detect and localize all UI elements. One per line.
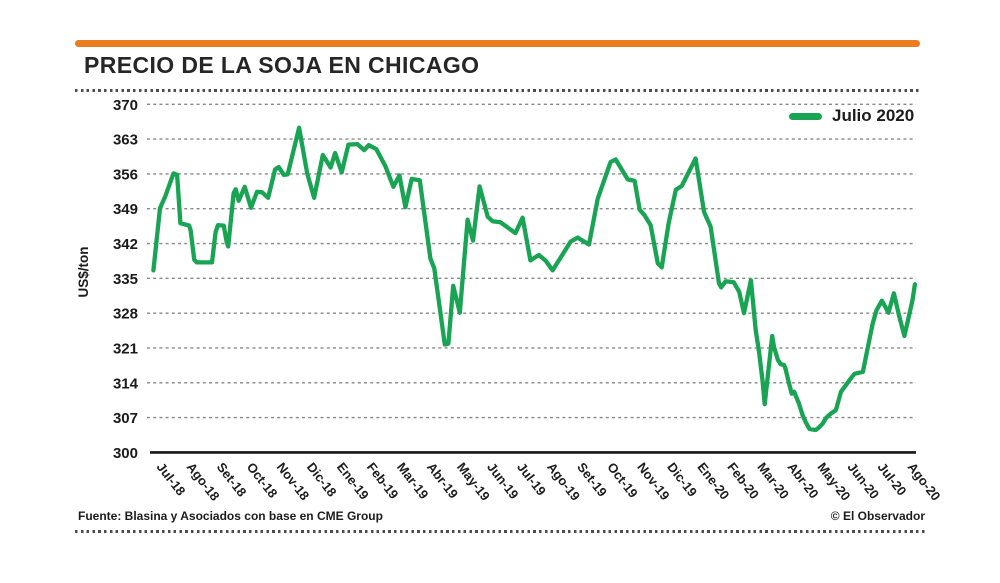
page-title: PRECIO DE LA SOJA EN CHICAGO (84, 52, 480, 78)
y-tick-label: 356 (113, 166, 138, 183)
legend-line-swatch (789, 112, 822, 120)
x-tick-label: Mar-20 (754, 460, 792, 502)
x-tick-label: Ago-20 (905, 460, 944, 504)
x-tick-label: Abr-19 (424, 460, 461, 502)
legend: Julio 2020 (789, 106, 914, 126)
source-note: Fuente: Blasina y Asociados con base en … (78, 509, 383, 523)
x-tick-label: Abr-20 (784, 460, 821, 502)
accent-bar (75, 40, 920, 47)
y-tick-label: 300 (113, 445, 138, 462)
x-tick-label: Oct-18 (244, 460, 281, 501)
x-tick-label: Oct-19 (604, 460, 641, 501)
title-divider (75, 89, 922, 92)
x-tick-label: Feb-20 (724, 460, 762, 502)
y-axis-title: US$/ton (76, 246, 91, 297)
footer-divider (75, 530, 925, 533)
y-tick-label: 314 (113, 375, 139, 392)
y-tick-label: 328 (113, 306, 138, 323)
y-tick-label: 370 (113, 97, 138, 114)
legend-label: Julio 2020 (832, 106, 915, 125)
x-tick-label: Feb-19 (364, 460, 402, 502)
y-tick-label: 363 (113, 132, 138, 149)
x-tick-label: Jul-18 (154, 460, 189, 499)
credit-note: © El Observador (830, 509, 925, 523)
y-tick-label: 321 (113, 340, 138, 357)
y-tick-label: 307 (113, 410, 138, 427)
y-tick-label: 342 (113, 236, 138, 253)
x-tick-label: Mar-19 (394, 460, 432, 502)
y-tick-label: 335 (113, 271, 138, 288)
y-tick-label: 349 (113, 201, 138, 218)
price-line (151, 125, 918, 433)
